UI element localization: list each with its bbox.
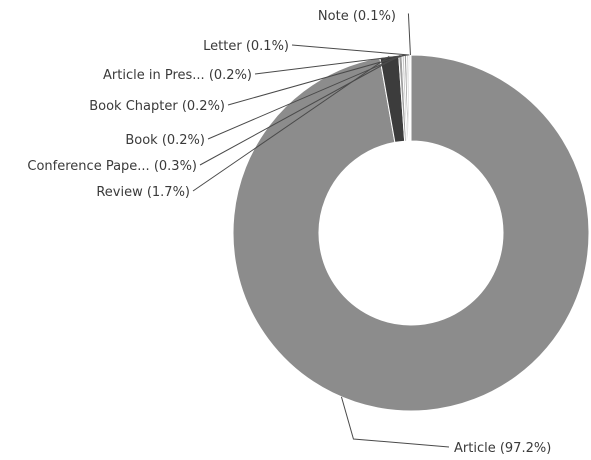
leader-lines-layer [192,13,450,448]
leader-line-book [207,54,404,140]
leader-line-letter [291,44,410,56]
leader-line-conference-paper [199,54,401,166]
label-review: Review (1.7%) [96,185,190,200]
slice-note [409,54,412,142]
leader-line-article [340,396,450,448]
leader-line-note [407,13,411,56]
label-note: Note (0.1%) [318,9,396,24]
label-conference-paper: Conference Pape... (0.3%) [27,159,197,174]
leader-line-book-chapter [227,54,406,106]
label-book: Book (0.2%) [125,133,205,148]
label-letter: Letter (0.1%) [203,39,289,54]
label-article-in-press: Article in Pres... (0.2%) [103,68,252,83]
slices-layer [232,54,590,412]
slice-article [232,54,590,412]
leader-line-article-in-press [254,54,408,75]
label-article: Article (97.2%) [454,441,551,456]
labels-layer: Article (97.2%) Review (1.7%) Conference P… [27,9,551,456]
label-book-chapter: Book Chapter (0.2%) [89,99,225,114]
